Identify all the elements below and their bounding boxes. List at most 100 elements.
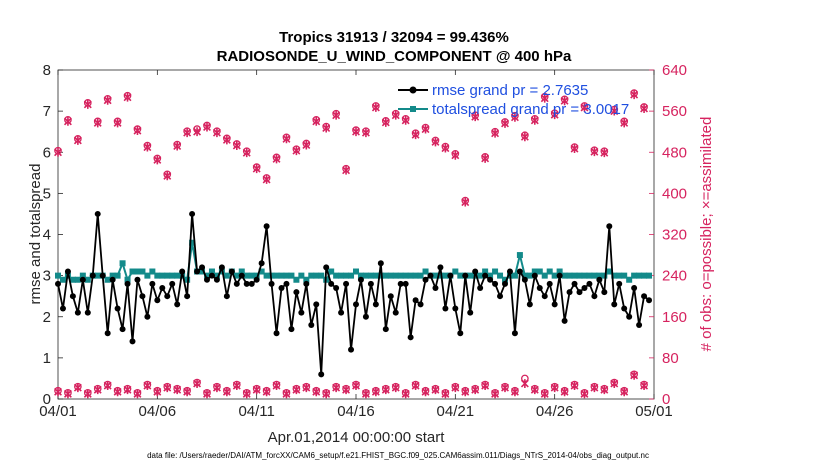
obs-assimilated-marker: [83, 100, 92, 109]
rmse-point: [581, 284, 588, 291]
rmse-point: [288, 326, 295, 333]
obs-assimilated-marker: [481, 154, 490, 163]
totalspread-point: [104, 276, 111, 283]
totalspread-point: [333, 272, 340, 279]
rmse-point: [308, 321, 315, 328]
totalspread-point: [199, 268, 206, 275]
rmse-point: [531, 272, 538, 279]
obs-assimilated-marker: [153, 155, 162, 165]
obs-assimilated-marker: [361, 128, 370, 138]
totalspread-point: [353, 268, 359, 275]
rmse-point: [94, 210, 101, 217]
rmse-point: [139, 293, 146, 300]
rmse-point: [546, 280, 553, 287]
totalspread-point: [422, 268, 429, 275]
obs-assimilated-marker: [391, 383, 400, 393]
y-right-tick-label: 480: [662, 144, 687, 161]
obs-assimilated-marker: [401, 115, 410, 125]
obs-assimilated-marker: [193, 379, 202, 388]
totalspread-point: [417, 272, 424, 279]
totalspread-point: [124, 276, 131, 283]
obs-count-markers: [54, 89, 649, 399]
x-tick-label: 04/06: [139, 403, 177, 420]
obs-assimilated-marker: [620, 118, 629, 128]
obs-assimilated-marker: [143, 142, 152, 152]
rmse-point: [472, 268, 479, 275]
obs-assimilated-marker: [232, 141, 241, 150]
rmse-point: [164, 293, 171, 300]
y-tick-label: 8: [43, 62, 51, 79]
obs-assimilated-marker: [352, 381, 360, 391]
obs-assimilated-marker: [113, 387, 122, 397]
y-tick-label: 3: [43, 268, 51, 285]
obs-assimilated-marker: [73, 136, 82, 145]
totalspread-point: [591, 272, 598, 279]
rmse-point: [492, 280, 499, 287]
totalspread-point: [174, 272, 181, 279]
totalspread-point: [571, 272, 578, 279]
rmse-point: [109, 276, 116, 283]
obs-assimilated-marker: [113, 118, 122, 128]
rmse-point: [467, 309, 474, 316]
totalspread-point: [129, 268, 136, 275]
obs-assimilated-marker: [332, 110, 341, 120]
obs-assimilated-marker: [83, 389, 92, 399]
rmse-point: [551, 301, 558, 308]
rmse-point: [59, 305, 66, 312]
rmse-point: [114, 305, 121, 312]
obs-assimilated-marker: [441, 389, 450, 399]
totalspread-point: [477, 272, 484, 279]
chart-title: Tropics 31913 / 32094 = 99.436%: [279, 29, 509, 46]
rmse-point: [432, 284, 439, 291]
rmse-point: [487, 276, 494, 283]
obs-assimilated-marker: [530, 385, 539, 395]
obs-assimilated-marker: [252, 164, 261, 174]
totalspread-point: [641, 272, 648, 279]
rmse-point: [273, 330, 280, 337]
totalspread-point: [288, 272, 295, 279]
rmse-point: [298, 309, 305, 316]
rmse-point: [149, 280, 156, 287]
totalspread-point: [442, 272, 449, 279]
y-axis-ticks: 0 1 2 3 4 5 6 7 8: [43, 62, 63, 408]
obs-assimilated-marker: [421, 124, 430, 134]
totalspread-point: [79, 272, 86, 279]
rmse-point: [571, 280, 578, 287]
rmse-point: [556, 272, 563, 279]
rmse-point: [263, 223, 270, 230]
obs-assimilated-marker: [640, 381, 649, 391]
obs-assimilated-marker: [212, 383, 221, 393]
rmse-point: [636, 321, 643, 328]
rmse-point: [536, 284, 543, 291]
totalspread-point: [357, 272, 364, 279]
x-tick-label: 05/01: [635, 403, 673, 420]
rmse-point: [199, 264, 206, 271]
rmse-point: [223, 293, 230, 300]
obs-assimilated-marker: [411, 381, 420, 391]
totalspread-point: [631, 272, 638, 279]
totalspread-point: [189, 239, 196, 246]
chart-subtitle: RADIOSONDE_U_WIND_COMPONENT @ 400 hPa: [217, 48, 572, 65]
totalspread-point: [412, 272, 419, 279]
y-tick-label: 0: [43, 391, 51, 408]
obs-assimilated-marker: [570, 381, 579, 391]
obs-assimilated-marker: [540, 389, 549, 399]
totalspread-point: [69, 276, 76, 283]
totalspread-point: [263, 272, 270, 279]
rmse-point: [69, 293, 76, 300]
totalspread-point: [253, 272, 260, 279]
totalspread-point: [204, 272, 210, 279]
totalspread-point: [646, 272, 653, 279]
totalspread-point: [556, 268, 563, 275]
y-tick-label: 7: [43, 103, 51, 120]
obs-assimilated-marker: [560, 96, 569, 106]
rmse-point: [427, 272, 434, 279]
obs-assimilated-marker: [133, 389, 142, 399]
obs-assimilated-marker: [381, 385, 390, 395]
obs-assimilated-marker: [630, 370, 639, 380]
obs-assimilated-marker: [302, 140, 311, 150]
obs-assimilated-marker: [501, 383, 509, 393]
obs-assimilated-marker: [610, 106, 619, 116]
obs-assimilated-marker: [352, 127, 360, 137]
rmse-point: [119, 326, 126, 333]
